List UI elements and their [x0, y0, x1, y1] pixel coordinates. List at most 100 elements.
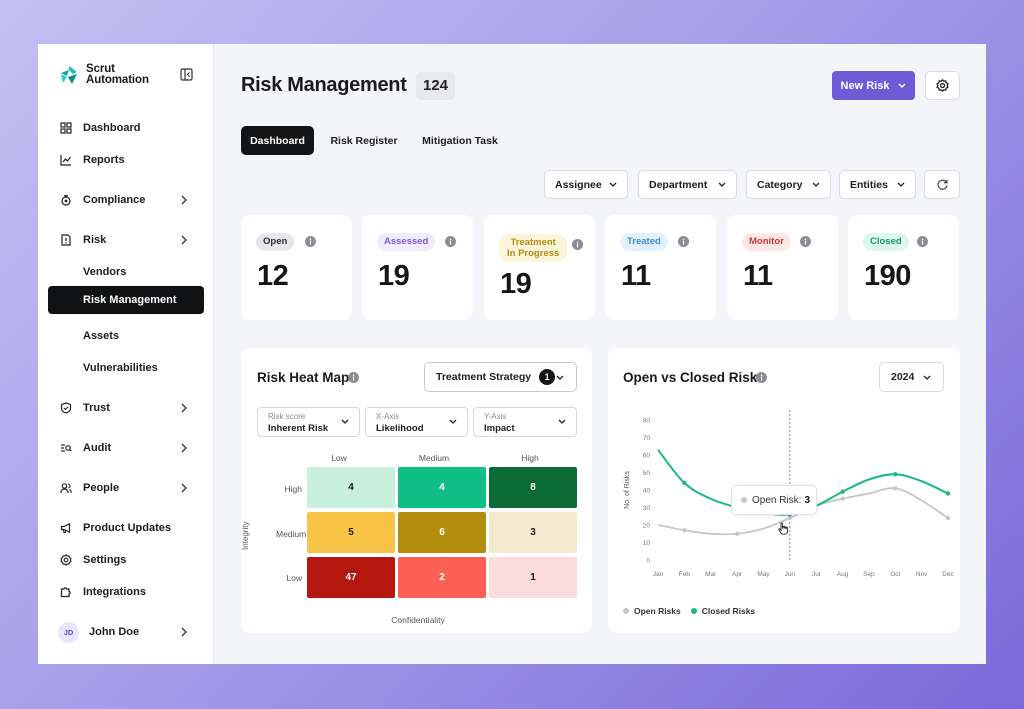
info-icon[interactable] [917, 236, 928, 247]
x-tick-label: Jun [785, 571, 796, 578]
heatmap-cell[interactable]: 8 [489, 467, 577, 508]
y-axis-label: No. of Risks [624, 471, 631, 509]
x-tick-label: Mar [705, 571, 717, 578]
heatmap-cell[interactable]: 4 [307, 467, 395, 508]
status-badge-line1: Treatment [510, 237, 556, 248]
chevron-right-icon [181, 195, 187, 205]
filter-label: Category [757, 178, 803, 191]
info-icon[interactable] [572, 239, 583, 250]
sidebar-item-product-updates[interactable]: Product Updates [48, 514, 204, 542]
filter-category[interactable]: Category [746, 170, 831, 199]
settings-button[interactable] [925, 71, 960, 100]
data-point [734, 531, 740, 536]
chevron-right-icon [181, 483, 187, 493]
gear-icon [936, 79, 949, 92]
heatmap-cell[interactable]: 6 [398, 512, 486, 553]
info-icon[interactable] [445, 236, 456, 247]
brand-line1: Scrut [86, 63, 115, 75]
stat-value: 12 [257, 260, 289, 292]
info-icon[interactable] [305, 236, 316, 247]
stat-card-treatment-in-progress[interactable]: Treatment In Progress 19 [484, 215, 595, 320]
dropdown-value: Inherent Risk [268, 423, 329, 434]
status-badge: Open [256, 233, 295, 251]
sidebar-item-label: People [83, 482, 120, 494]
people-icon [60, 483, 72, 494]
data-point [682, 528, 687, 533]
info-icon[interactable] [756, 372, 767, 383]
heatmap-cell[interactable]: 47 [307, 557, 395, 598]
user-menu[interactable]: JD John Doe [48, 618, 204, 646]
sidebar-item-reports[interactable]: Reports [48, 146, 204, 174]
dropdown-label: Risk score [268, 412, 306, 421]
status-badge-line2: In Progress [507, 248, 560, 259]
dropdown-value: Likelihood [376, 423, 424, 434]
sidebar-item-assets[interactable]: Assets [48, 322, 204, 350]
x-tick-label: Oct [890, 571, 900, 578]
heatmap-cell[interactable]: 3 [489, 512, 577, 553]
sidebar-item-trust[interactable]: Trust [48, 394, 204, 422]
risk-score-dropdown[interactable]: Risk score Inherent Risk [257, 407, 360, 437]
page-title: Risk Management [241, 74, 407, 96]
sidebar-item-compliance[interactable]: Compliance [48, 186, 204, 214]
sidebar-item-people[interactable]: People [48, 474, 204, 502]
stat-card-open[interactable]: Open 12 [241, 215, 352, 320]
risk-icon [61, 234, 71, 246]
sidebar-item-settings[interactable]: Settings [48, 546, 204, 574]
legend-label: Open Risks [634, 606, 681, 616]
heatmap-row-label: Medium [276, 529, 307, 539]
chevron-right-icon [181, 627, 187, 637]
tooltip-dot [741, 497, 747, 503]
heatmap-cell[interactable]: 1 [489, 557, 577, 598]
brand[interactable]: Scrut Automation [58, 63, 149, 86]
x-axis-dropdown[interactable]: X-Axis Likelihood [365, 407, 468, 437]
brand-line2: Automation [86, 74, 149, 86]
year-select[interactable]: 2024 [879, 362, 944, 392]
reports-icon [60, 155, 71, 166]
compliance-icon [61, 195, 71, 206]
chevron-right-icon [181, 443, 187, 453]
sidebar-item-label: Risk [83, 234, 107, 246]
filter-department[interactable]: Department [638, 170, 737, 199]
chevron-down-icon [897, 182, 905, 187]
filter-assignee[interactable]: Assignee [544, 170, 628, 199]
puzzle-icon [60, 587, 71, 598]
chart-tooltip: Open Risk: 3 [731, 485, 817, 515]
stat-card-closed[interactable]: Closed 190 [848, 215, 959, 320]
info-icon[interactable] [678, 236, 689, 247]
sidebar-item-audit[interactable]: Audit [48, 434, 204, 462]
legend-swatch [623, 608, 629, 614]
heatmap-cell[interactable]: 4 [398, 467, 486, 508]
collapse-sidebar-icon[interactable] [180, 68, 193, 81]
stat-card-assessed[interactable]: Assessed 19 [362, 215, 473, 320]
data-point [945, 515, 951, 521]
sidebar-item-integrations[interactable]: Integrations [48, 578, 204, 606]
y-tick-label: 10 [643, 540, 651, 547]
sidebar-item-dashboard[interactable]: Dashboard [48, 114, 204, 142]
info-icon[interactable] [800, 236, 811, 247]
line-chart-title: Open vs Closed Risks [623, 370, 765, 385]
treatment-strategy-count: 1 [539, 369, 556, 385]
sidebar-item-vulnerabilities[interactable]: Vulnerabilities [48, 354, 204, 382]
new-risk-button[interactable]: New Risk [832, 71, 915, 100]
sidebar-item-vendors[interactable]: Vendors [48, 258, 204, 286]
heatmap-cell[interactable]: 2 [398, 557, 486, 598]
chevron-down-icon [558, 419, 566, 424]
treatment-strategy-select[interactable]: Treatment Strategy 1 [424, 362, 577, 392]
stat-value: 11 [621, 260, 651, 292]
y-tick-label: 20 [643, 523, 651, 530]
refresh-button[interactable] [924, 170, 960, 199]
tab-mitigation-task[interactable]: Mitigation Task [422, 134, 498, 147]
x-tick-label: Jan [653, 571, 664, 578]
heatmap-cell[interactable]: 5 [307, 512, 395, 553]
filter-entities[interactable]: Entities [839, 170, 916, 199]
stat-card-treated[interactable]: Treated 11 [605, 215, 716, 320]
sidebar-item-label: Vendors [83, 266, 127, 278]
tab-dashboard[interactable]: Dashboard [241, 126, 314, 155]
info-icon[interactable] [348, 372, 359, 383]
stat-value: 19 [500, 268, 532, 300]
y-axis-dropdown[interactable]: Y-Axis Impact [473, 407, 577, 437]
sidebar-item-risk[interactable]: Risk [48, 226, 204, 254]
stat-card-monitor[interactable]: Monitor 11 [727, 215, 838, 320]
tab-risk-register[interactable]: Risk Register [330, 134, 398, 147]
sidebar-item-risk-management[interactable]: Risk Management [48, 286, 204, 314]
